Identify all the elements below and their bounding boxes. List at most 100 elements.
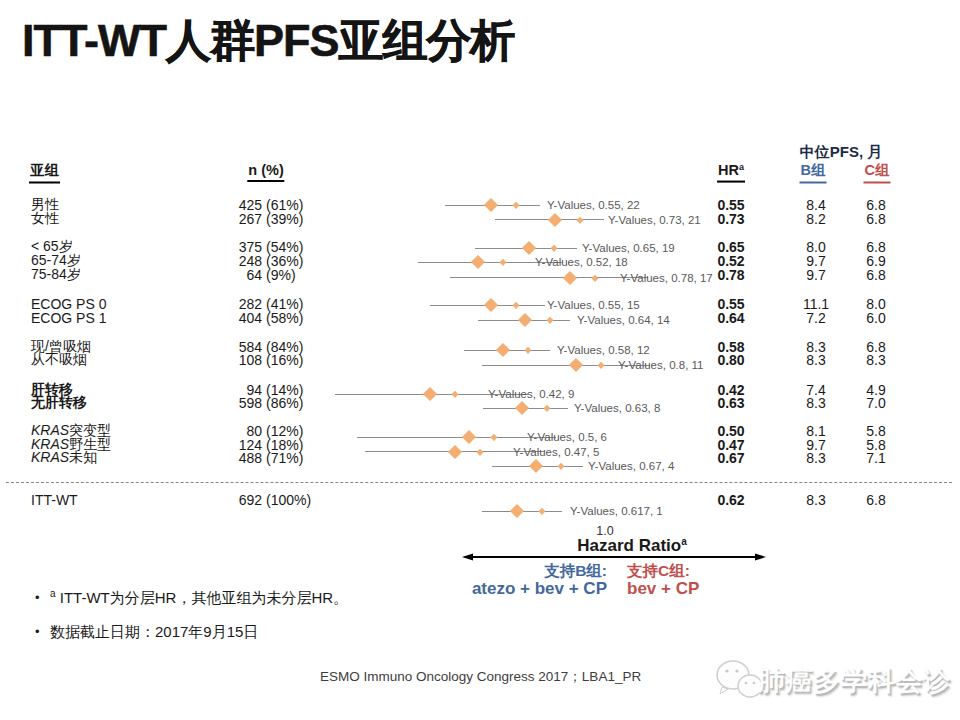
label-key-diamond bbox=[491, 434, 497, 440]
subgroup-label: 无肝转移 bbox=[31, 394, 87, 412]
hr-point-diamond bbox=[510, 504, 524, 518]
watermark-text: 肺癌多学科会诊 bbox=[758, 663, 951, 699]
itt-separator-line bbox=[6, 482, 952, 483]
pct-value: (39%) bbox=[266, 211, 303, 227]
hr-value: 0.62 bbox=[717, 492, 744, 508]
hr-value: 0.63 bbox=[717, 395, 744, 411]
median-c-value: 6.8 bbox=[866, 211, 885, 227]
pct-value: (71%) bbox=[266, 450, 303, 466]
citation: ESMO Immuno Oncology Congress 2017；LBA1_… bbox=[320, 668, 641, 686]
label-key-diamond bbox=[513, 202, 519, 208]
pct-value: (9%) bbox=[266, 267, 296, 283]
median-b-value: 9.7 bbox=[806, 267, 825, 283]
hr-point-diamond bbox=[462, 430, 476, 444]
subgroup-label-gene: KRAS bbox=[31, 449, 69, 465]
pct-value: (86%) bbox=[266, 395, 303, 411]
hr-point-diamond bbox=[515, 401, 529, 415]
pct-value: (100%) bbox=[266, 492, 311, 508]
footnote-bullet-2: • bbox=[35, 624, 40, 639]
label-key-diamond bbox=[477, 448, 483, 454]
data-label: Y-Values, 0.73, 21 bbox=[608, 214, 701, 226]
hr-point-diamond bbox=[563, 270, 577, 284]
label-key-diamond bbox=[592, 274, 598, 280]
subgroup-label: 女性 bbox=[31, 210, 59, 228]
subgroup-label: KRAS未知 bbox=[31, 449, 97, 467]
favors-c-regimen: bev + CP bbox=[627, 579, 699, 599]
median-c-value: 7.1 bbox=[866, 450, 885, 466]
subgroup-label: ECOG PS 1 bbox=[31, 310, 106, 326]
subgroup-label: ITT-WT bbox=[31, 492, 78, 508]
n-value: 488 bbox=[222, 450, 262, 466]
column-header-hr: HRa bbox=[717, 162, 745, 183]
label-key-diamond bbox=[557, 463, 563, 469]
n-value: 404 bbox=[222, 310, 262, 326]
median-b-value: 8.3 bbox=[806, 352, 825, 368]
hr-point-diamond bbox=[423, 387, 437, 401]
pct-value: (16%) bbox=[266, 352, 303, 368]
data-label: Y-Values, 0.65, 19 bbox=[582, 242, 675, 254]
hr-point-diamond bbox=[569, 358, 583, 372]
hr-value: 0.67 bbox=[717, 450, 744, 466]
median-b-value: 8.2 bbox=[806, 211, 825, 227]
data-label: Y-Values, 0.55, 22 bbox=[547, 199, 640, 211]
median-b-value: 8.3 bbox=[806, 450, 825, 466]
footnote-bullet-1: • bbox=[35, 590, 40, 605]
hr-point-diamond bbox=[448, 444, 462, 458]
column-header-n: n (%) bbox=[247, 162, 284, 182]
data-label: Y-Values, 0.52, 18 bbox=[535, 256, 628, 268]
label-key-diamond bbox=[452, 391, 458, 397]
hr-point-diamond bbox=[522, 241, 536, 255]
data-label: Y-Values, 0.8, 11 bbox=[618, 359, 703, 371]
pct-value: (58%) bbox=[266, 310, 303, 326]
data-label: Y-Values, 0.55, 15 bbox=[547, 299, 640, 311]
slide-title: ITT-WT人群PFS亚组分析 bbox=[22, 11, 514, 71]
data-label: Y-Values, 0.63, 8 bbox=[574, 402, 660, 414]
hr-value: 0.80 bbox=[717, 352, 744, 368]
data-label: Y-Values, 0.5, 6 bbox=[527, 431, 607, 443]
n-value: 64 bbox=[222, 267, 262, 283]
hr-point-diamond bbox=[548, 212, 562, 226]
favors-b-regimen: atezo + bev + CP bbox=[472, 579, 607, 599]
n-value: 267 bbox=[222, 211, 262, 227]
hr-point-diamond bbox=[518, 313, 532, 327]
data-label: Y-Values, 0.64, 14 bbox=[577, 314, 670, 326]
median-b-value: 8.3 bbox=[806, 492, 825, 508]
column-header-arm-c: C组 bbox=[864, 161, 891, 184]
data-label: Y-Values, 0.617, 1 bbox=[570, 505, 663, 517]
ci-line bbox=[450, 277, 648, 278]
footnote-2: 数据截止日期：2017年9月15日 bbox=[50, 623, 258, 642]
hr-point-diamond bbox=[484, 198, 498, 212]
data-label: Y-Values, 0.47, 5 bbox=[513, 446, 599, 458]
data-label: Y-Values, 0.58, 12 bbox=[557, 344, 650, 356]
data-label: Y-Values, 0.67, 4 bbox=[588, 460, 674, 472]
label-key-diamond bbox=[513, 302, 519, 308]
label-key-diamond bbox=[543, 405, 549, 411]
axis-arrow bbox=[461, 550, 767, 564]
median-c-value: 6.8 bbox=[866, 492, 885, 508]
median-c-value: 6.0 bbox=[866, 310, 885, 326]
column-header-arm-b: B组 bbox=[800, 161, 827, 184]
label-key-diamond bbox=[577, 216, 583, 222]
subgroup-label: 75-84岁 bbox=[31, 266, 81, 284]
hr-value: 0.64 bbox=[717, 310, 744, 326]
label-key-diamond bbox=[551, 245, 557, 251]
hr-value: 0.73 bbox=[717, 211, 744, 227]
subgroup-label: 从不吸烟 bbox=[31, 351, 87, 369]
median-c-value: 7.0 bbox=[866, 395, 885, 411]
median-b-value: 8.3 bbox=[806, 395, 825, 411]
median-c-value: 6.8 bbox=[866, 267, 885, 283]
column-header-subgroup: 亚组 bbox=[29, 161, 60, 184]
median-b-value: 7.2 bbox=[806, 310, 825, 326]
label-key-diamond bbox=[539, 508, 545, 514]
hr-point-diamond bbox=[471, 255, 485, 269]
hr-point-diamond bbox=[484, 298, 498, 312]
footnote-1: a ITT-WT为分层HR，其他亚组为未分层HR。 bbox=[50, 588, 348, 608]
label-key-diamond bbox=[597, 362, 603, 368]
hr-point-diamond bbox=[528, 459, 542, 473]
label-key-diamond bbox=[547, 317, 553, 323]
label-key-diamond bbox=[525, 347, 531, 353]
data-label: Y-Values, 0.42, 9 bbox=[488, 388, 574, 400]
median-c-value: 8.3 bbox=[866, 352, 885, 368]
data-label: Y-Values, 0.78, 17 bbox=[620, 272, 713, 284]
n-value: 108 bbox=[222, 352, 262, 368]
